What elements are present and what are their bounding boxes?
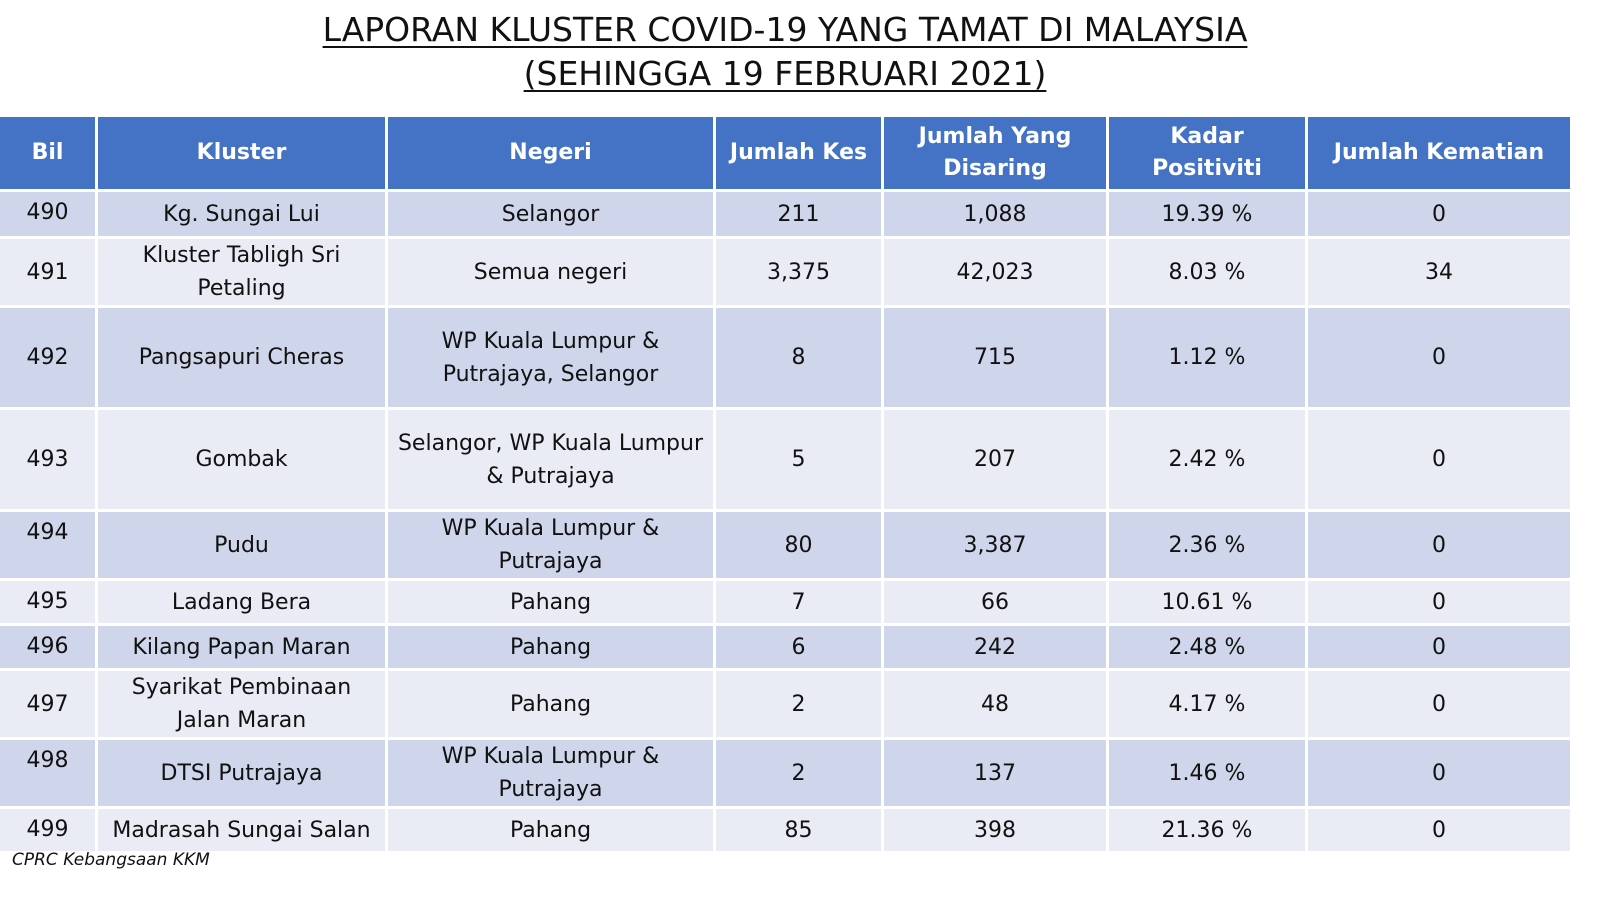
cell-jumlah-disaring: 1,088	[884, 192, 1106, 236]
cell-jumlah-kes: 6	[716, 626, 881, 668]
cell-negeri: Selangor	[388, 192, 713, 236]
cell-jumlah-kes: 211	[716, 192, 881, 236]
cell-kluster: Ladang Bera	[98, 581, 385, 623]
cell-bil: 499	[0, 809, 95, 851]
cell-kadar-positiviti: 10.61 %	[1109, 581, 1305, 623]
cell-kluster: DTSI Putrajaya	[98, 740, 385, 806]
cell-jumlah-kes: 85	[716, 809, 881, 851]
cell-jumlah-disaring: 48	[884, 671, 1106, 737]
cell-jumlah-disaring: 3,387	[884, 512, 1106, 578]
cell-jumlah-kes: 8	[716, 308, 881, 407]
cell-negeri: Selangor, WP Kuala Lumpur & Putrajaya	[388, 410, 713, 509]
header-kluster: Kluster	[98, 117, 385, 189]
cell-bil: 494	[0, 512, 95, 578]
cell-bil: 491	[0, 239, 95, 305]
cell-kluster: Kilang Papan Maran	[98, 626, 385, 668]
cell-jumlah-kes: 7	[716, 581, 881, 623]
cell-kluster: Gombak	[98, 410, 385, 509]
cell-kluster: Pudu	[98, 512, 385, 578]
cell-bil: 492	[0, 308, 95, 407]
cell-kadar-positiviti: 8.03 %	[1109, 239, 1305, 305]
cell-jumlah-kematian: 0	[1308, 671, 1570, 737]
cell-bil: 497	[0, 671, 95, 737]
cell-negeri: Pahang	[388, 581, 713, 623]
table-row: 499 Madrasah Sungai Salan Pahang 85 398 …	[0, 809, 1570, 851]
cell-kluster: Madrasah Sungai Salan	[98, 809, 385, 851]
cell-kadar-positiviti: 2.48 %	[1109, 626, 1305, 668]
cell-negeri: Pahang	[388, 626, 713, 668]
cell-bil: 490	[0, 192, 95, 236]
cell-jumlah-kematian: 0	[1308, 512, 1570, 578]
cell-jumlah-kematian: 0	[1308, 581, 1570, 623]
header-bil: Bil	[0, 117, 95, 189]
table-row: 498 DTSI Putrajaya WP Kuala Lumpur & Put…	[0, 740, 1570, 806]
cell-jumlah-disaring: 242	[884, 626, 1106, 668]
cell-kluster: Kg. Sungai Lui	[98, 192, 385, 236]
cell-jumlah-kematian: 0	[1308, 809, 1570, 851]
cell-kadar-positiviti: 1.46 %	[1109, 740, 1305, 806]
table-header-row: Bil Kluster Negeri Jumlah Kes Jumlah Yan…	[0, 117, 1570, 189]
header-jumlah-kematian: Jumlah Kematian	[1308, 117, 1570, 189]
cell-bil: 495	[0, 581, 95, 623]
cell-kluster: Syarikat Pembinaan Jalan Maran	[98, 671, 385, 737]
header-kadar-positiviti: Kadar Positiviti	[1109, 117, 1305, 189]
table-row: 496 Kilang Papan Maran Pahang 6 242 2.48…	[0, 626, 1570, 668]
table-row: 490 Kg. Sungai Lui Selangor 211 1,088 19…	[0, 192, 1570, 236]
cell-jumlah-kematian: 0	[1308, 410, 1570, 509]
header-jumlah-kes: Jumlah Kes	[716, 117, 881, 189]
cell-jumlah-disaring: 207	[884, 410, 1106, 509]
title-line-1: LAPORAN KLUSTER COVID-19 YANG TAMAT DI M…	[322, 10, 1248, 49]
cell-jumlah-kematian: 0	[1308, 308, 1570, 407]
cell-kadar-positiviti: 2.42 %	[1109, 410, 1305, 509]
cell-jumlah-kes: 5	[716, 410, 881, 509]
cell-jumlah-kematian: 0	[1308, 740, 1570, 806]
table-row: 491 Kluster Tabligh Sri Petaling Semua n…	[0, 239, 1570, 305]
cell-negeri: WP Kuala Lumpur & Putrajaya	[388, 512, 713, 578]
header-negeri: Negeri	[388, 117, 713, 189]
table-row: 493 Gombak Selangor, WP Kuala Lumpur & P…	[0, 410, 1570, 509]
cell-jumlah-kes: 2	[716, 671, 881, 737]
report-title: LAPORAN KLUSTER COVID-19 YANG TAMAT DI M…	[0, 8, 1570, 96]
cluster-table: Bil Kluster Negeri Jumlah Kes Jumlah Yan…	[0, 114, 1573, 854]
cell-jumlah-kematian: 0	[1308, 192, 1570, 236]
cell-bil: 496	[0, 626, 95, 668]
cell-jumlah-kematian: 34	[1308, 239, 1570, 305]
cell-bil: 493	[0, 410, 95, 509]
cell-jumlah-disaring: 66	[884, 581, 1106, 623]
table-row: 492 Pangsapuri Cheras WP Kuala Lumpur & …	[0, 308, 1570, 407]
cell-negeri: Semua negeri	[388, 239, 713, 305]
cell-jumlah-kes: 2	[716, 740, 881, 806]
cell-kadar-positiviti: 4.17 %	[1109, 671, 1305, 737]
cell-jumlah-disaring: 137	[884, 740, 1106, 806]
header-jumlah-disaring: Jumlah Yang Disaring	[884, 117, 1106, 189]
cell-jumlah-disaring: 715	[884, 308, 1106, 407]
cell-negeri: Pahang	[388, 671, 713, 737]
cell-jumlah-disaring: 42,023	[884, 239, 1106, 305]
table-row: 495 Ladang Bera Pahang 7 66 10.61 % 0	[0, 581, 1570, 623]
cell-kluster: Kluster Tabligh Sri Petaling	[98, 239, 385, 305]
cell-kluster: Pangsapuri Cheras	[98, 308, 385, 407]
source-footnote: CPRC Kebangsaan KKM	[12, 850, 210, 870]
cell-jumlah-kes: 80	[716, 512, 881, 578]
table-row: 497 Syarikat Pembinaan Jalan Maran Pahan…	[0, 671, 1570, 737]
cell-jumlah-disaring: 398	[884, 809, 1106, 851]
cell-kadar-positiviti: 1.12 %	[1109, 308, 1305, 407]
cell-bil: 498	[0, 740, 95, 806]
table-row: 494 Pudu WP Kuala Lumpur & Putrajaya 80 …	[0, 512, 1570, 578]
cell-kadar-positiviti: 21.36 %	[1109, 809, 1305, 851]
cell-negeri: WP Kuala Lumpur & Putrajaya, Selangor	[388, 308, 713, 407]
cell-jumlah-kes: 3,375	[716, 239, 881, 305]
cell-kadar-positiviti: 19.39 %	[1109, 192, 1305, 236]
title-line-2: (SEHINGGA 19 FEBRUARI 2021)	[523, 54, 1047, 93]
cell-negeri: WP Kuala Lumpur & Putrajaya	[388, 740, 713, 806]
cell-kadar-positiviti: 2.36 %	[1109, 512, 1305, 578]
cell-negeri: Pahang	[388, 809, 713, 851]
cell-jumlah-kematian: 0	[1308, 626, 1570, 668]
